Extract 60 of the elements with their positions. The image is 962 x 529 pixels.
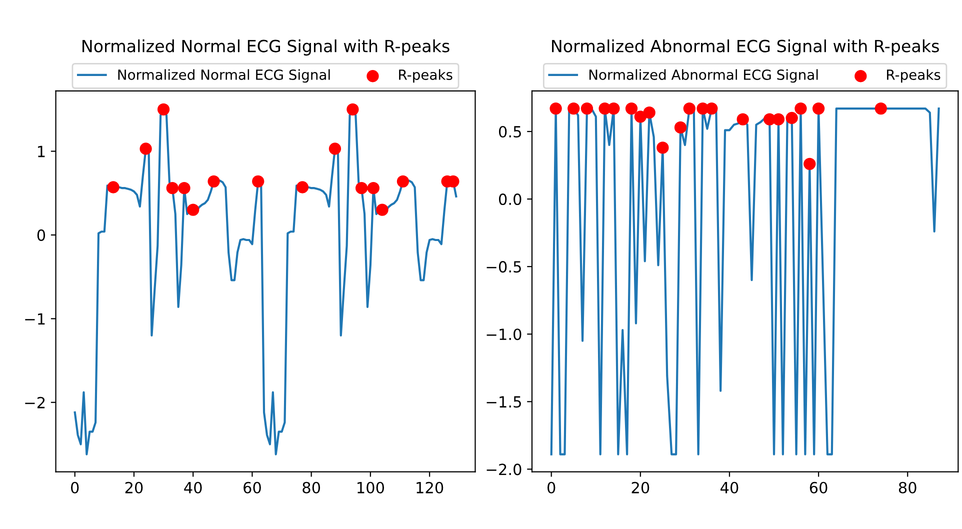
point xyxy=(296,181,309,194)
point xyxy=(683,102,696,115)
point xyxy=(356,182,368,194)
y-tick-label: −1.5 xyxy=(486,396,521,408)
x-tick-label: 0 xyxy=(548,482,556,494)
point xyxy=(804,158,816,170)
x-tick-label: 60 xyxy=(244,482,261,494)
y-tick-label: 0.0 xyxy=(498,194,522,206)
y-tick-label: −2 xyxy=(25,396,45,408)
x-tick-label: 80 xyxy=(898,482,916,494)
point xyxy=(252,175,264,188)
point xyxy=(376,204,388,216)
point xyxy=(140,142,152,155)
point xyxy=(187,204,200,216)
point xyxy=(794,102,807,115)
x-tick-label: 20 xyxy=(125,482,143,494)
y-tick-label: 0 xyxy=(37,229,46,241)
point xyxy=(674,121,687,134)
point xyxy=(107,181,120,194)
point xyxy=(786,112,798,124)
point xyxy=(208,175,220,188)
point xyxy=(157,103,170,116)
point xyxy=(568,102,580,115)
x-tick-label: 20 xyxy=(632,482,650,494)
x-tick-label: 40 xyxy=(184,482,202,494)
y-tick-label: −1.0 xyxy=(486,328,522,340)
y-tick-label: −1 xyxy=(25,313,45,324)
point xyxy=(625,102,638,115)
point xyxy=(550,102,562,115)
x-tick-label: 80 xyxy=(302,482,320,494)
y-tick-label: −0.5 xyxy=(486,261,521,273)
point xyxy=(874,102,887,115)
point xyxy=(178,182,190,194)
x-tick-label: 100 xyxy=(358,482,384,494)
chart-title: Normalized Abnormal ECG Signal with R-peaks xyxy=(552,39,939,56)
point xyxy=(643,106,656,119)
point xyxy=(608,102,620,115)
chart-title: Normalized Normal ECG Signal with R-peaks xyxy=(82,39,450,56)
point xyxy=(166,182,178,194)
x-tick-label: 120 xyxy=(416,482,444,494)
x-tick-label: 0 xyxy=(71,482,79,494)
point xyxy=(634,110,646,123)
point xyxy=(346,103,359,116)
point xyxy=(736,113,749,126)
legend-label: R-peaks xyxy=(399,69,452,83)
x-tick-label: 40 xyxy=(720,482,738,494)
point xyxy=(706,102,718,115)
point xyxy=(396,175,410,188)
point xyxy=(812,102,825,115)
x-tick-label: 60 xyxy=(810,482,828,494)
point xyxy=(328,142,342,155)
y-tick-label: 1 xyxy=(38,146,45,158)
point xyxy=(580,102,594,115)
legend-label: R-peaks xyxy=(887,69,940,83)
y-tick-label: −2.0 xyxy=(486,464,522,476)
legend-label: Normalized Abnormal ECG Signal xyxy=(589,69,818,83)
point xyxy=(367,182,380,194)
y-tick-label: 0.5 xyxy=(498,126,521,138)
point xyxy=(656,142,669,154)
legend-label: Normalized Normal ECG Signal xyxy=(118,69,330,83)
